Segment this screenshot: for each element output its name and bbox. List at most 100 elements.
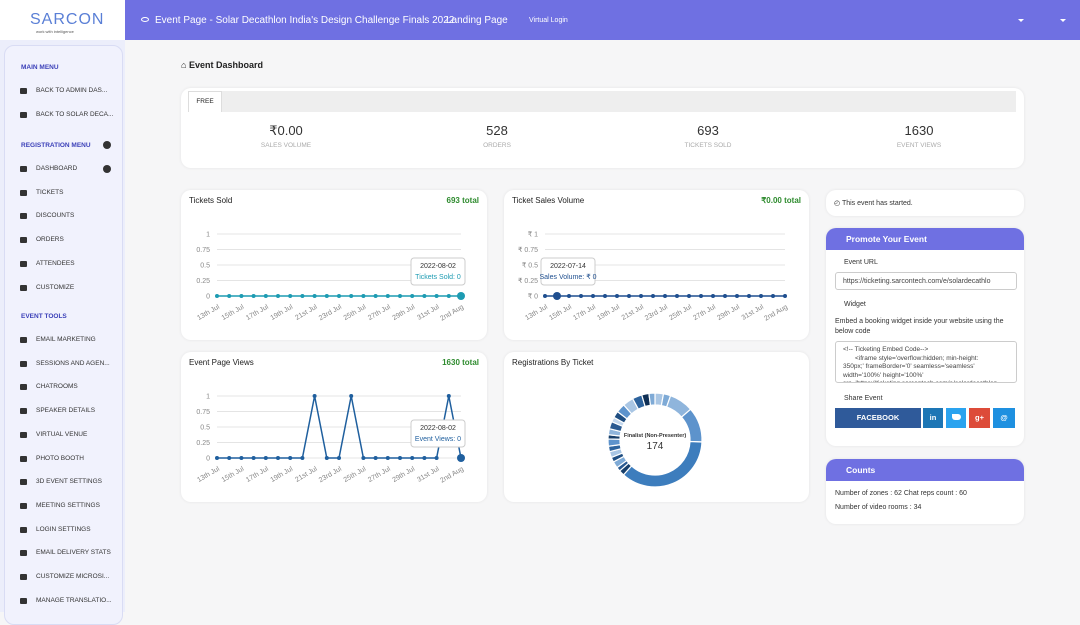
status-card: ◴ This event has started. [826,190,1024,216]
email-button[interactable]: @ [993,408,1015,428]
menu-item[interactable]: BACK TO SOLAR DECA... [36,110,114,118]
menu-icon [20,431,27,438]
menu-item[interactable]: CHATROOMS [36,383,78,391]
tooltip-value: Sales Volume: ₹ 0 [540,273,597,281]
chart-title: Ticket Sales Volume [512,196,585,205]
point [215,456,219,460]
logo[interactable]: SARCON work with intelligence [0,0,125,40]
point [434,294,439,298]
point [312,394,317,398]
virtual-link[interactable]: Virtual Login [529,17,568,24]
dropdown-caret[interactable] [1060,19,1066,25]
menu-item[interactable]: 3D EVENT SETTINGS [36,478,102,486]
point [627,294,631,298]
point [410,456,415,460]
point [288,294,293,298]
menu-item[interactable]: BACK TO ADMIN DAS... [36,87,108,94]
menu-icon [20,408,27,415]
point [675,294,679,298]
info-icon [103,165,111,173]
point [639,294,643,298]
x-tick-label: 19th Jul [596,303,621,322]
x-tick-label: 31st Jul [416,303,441,321]
menu-item[interactable]: MEETING SETTINGS [36,501,100,509]
x-tick-label: 13th Jul [196,303,221,322]
point [349,394,354,398]
menu-item[interactable]: SPEAKER DETAILS [36,407,96,415]
code-line: src='https://ticketing.sarcontech.com/e/… [843,380,1002,382]
code-box[interactable]: <!-- Ticketing Embed Code--> <iframe styl… [835,341,1017,383]
point [263,456,268,460]
x-tick-label: 27th Jul [367,303,392,322]
url-field[interactable]: https://ticketing.sarcontech.com/e/solar… [835,272,1017,290]
twitter-button[interactable] [946,408,966,428]
code-line: 350px;' frameBorder='0' seamless='seamle… [843,363,975,370]
x-tick-label: 25th Jul [343,465,368,484]
point [251,456,256,460]
url: https://ticketing.sarcontech.com/e/solar… [843,278,991,285]
point [288,456,293,460]
menu-item[interactable]: CUSTOMIZE [36,283,75,291]
stat-value: 693 [697,123,719,138]
menu-item[interactable]: EMAIL MARKETING [36,336,96,343]
linkedin-button[interactable]: in [923,408,943,428]
google-button[interactable]: g+ [969,408,990,428]
dropdown-caret[interactable] [1018,19,1024,25]
point [446,394,451,398]
point [783,294,787,298]
point [361,456,366,460]
point [735,294,739,298]
point [373,456,378,460]
menu-item[interactable]: DISCOUNTS [36,212,75,220]
point [457,454,465,462]
chart-card: Registrations By Ticket Finalist (Non-Pre… [504,352,809,502]
point [663,294,667,298]
tooltip-date: 2022-07-14 [550,263,586,270]
menu-item[interactable]: ORDERS [36,236,64,244]
counts-line: Number of video rooms : 34 [835,504,922,511]
point [215,294,219,298]
stat-label: EVENT VIEWS [896,142,942,149]
facebook-button[interactable]: FACEBOOK [835,408,921,428]
menu-icon [20,213,27,220]
point [759,294,763,298]
point [457,292,465,300]
event-link[interactable]: Event Page - Solar Decathlon India's Des… [155,15,455,26]
point [276,294,280,298]
menu-item[interactable]: TICKETS [36,188,64,196]
point [567,294,571,298]
y-tick-label: 0 [206,456,210,463]
menu-item[interactable]: CUSTOMIZE MICROSI... [36,573,110,580]
menu-item[interactable]: SESSIONS AND AGEN... [36,359,110,367]
point [227,456,232,460]
chart-card: Ticket Sales Volume ₹0.00 total ₹ 0 ₹ 0.25 ₹… [504,190,809,340]
menu-item[interactable]: PHOTO BOOTH [36,454,84,462]
x-tick-label: 27th Jul [692,303,717,322]
menu-icon [20,260,27,267]
point [373,294,378,298]
x-tick-label: 27th Jul [367,465,392,484]
menu-item[interactable]: ATTENDEES [36,259,75,267]
section-title: MAIN MENU [21,64,59,71]
section-title: REGISTRATION MENU [21,142,91,149]
tab-bar [222,91,1016,112]
landing-link[interactable]: Landing Page [446,15,508,26]
y-tick-label: 0.25 [196,278,210,285]
x-tick-label: 31st Jul [416,465,441,483]
menu-item[interactable]: MANAGE TRANSLATIO... [36,596,112,604]
y-tick-label: ₹ 0 [528,293,538,301]
tab[interactable]: FREE [188,91,222,112]
share-label: Share Event [844,395,883,402]
point [422,456,427,460]
point [723,294,727,298]
menu-icon [20,526,27,533]
y-tick-label: ₹ 0.75 [518,246,538,254]
menu-item[interactable]: VIRTUAL VENUE [36,430,88,438]
menu-item[interactable]: DASHBOARD [36,165,78,172]
stat-label: ORDERS [483,142,511,149]
point [446,294,451,298]
chart-total: 1630 total [442,358,479,367]
menu-item[interactable]: LOGIN SETTINGS [36,525,91,533]
menu-item[interactable]: EMAIL DELIVERY STATS [36,549,111,557]
chart-title: Registrations By Ticket [512,358,594,367]
